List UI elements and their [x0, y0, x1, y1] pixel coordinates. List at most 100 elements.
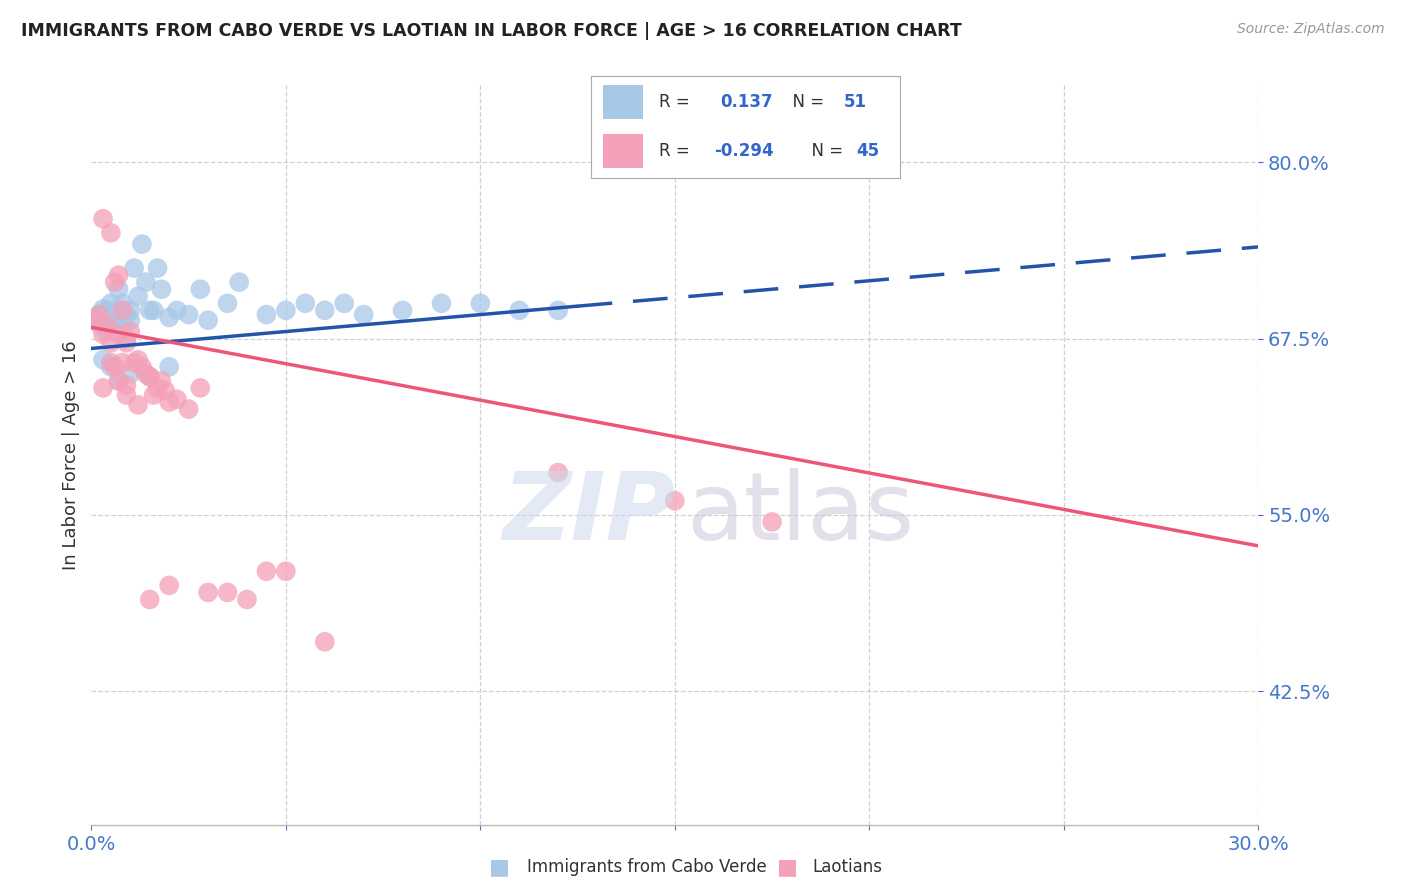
- Point: [84, 313, 107, 327]
- Point: [274, 564, 297, 578]
- Point: [547, 466, 569, 480]
- Point: [135, 275, 157, 289]
- Point: [115, 335, 138, 350]
- Point: [96, 318, 118, 332]
- Point: [107, 305, 129, 319]
- Text: ■: ■: [489, 857, 509, 877]
- Point: [91, 301, 114, 316]
- Point: [104, 359, 127, 374]
- Text: Source: ZipAtlas.com: Source: ZipAtlas.com: [1237, 22, 1385, 37]
- Point: [100, 316, 122, 330]
- Point: [188, 381, 211, 395]
- Point: [333, 296, 356, 310]
- Text: N =: N =: [782, 93, 830, 111]
- Text: R =: R =: [658, 142, 695, 161]
- Point: [91, 352, 114, 367]
- Point: [146, 381, 169, 395]
- Point: [157, 359, 180, 374]
- Point: [217, 296, 239, 310]
- Point: [150, 282, 173, 296]
- Point: [107, 327, 129, 342]
- Point: [91, 327, 114, 342]
- Point: [157, 395, 180, 409]
- Point: [111, 296, 134, 310]
- Point: [177, 308, 200, 322]
- Point: [188, 282, 211, 296]
- Point: [177, 402, 200, 417]
- Point: [157, 578, 180, 592]
- Point: [138, 369, 162, 384]
- Point: [111, 303, 134, 318]
- Text: ZIP: ZIP: [502, 468, 675, 560]
- Point: [100, 296, 122, 310]
- Point: [120, 313, 142, 327]
- Point: [228, 275, 250, 289]
- Point: [107, 282, 129, 296]
- Point: [111, 355, 134, 369]
- Point: [100, 335, 122, 350]
- Point: [761, 515, 783, 529]
- Point: [131, 359, 153, 374]
- Point: [107, 374, 129, 388]
- Point: [135, 367, 157, 381]
- Text: Immigrants from Cabo Verde: Immigrants from Cabo Verde: [527, 858, 768, 876]
- Point: [115, 332, 138, 346]
- Point: [157, 310, 180, 325]
- Point: [120, 325, 142, 339]
- Point: [120, 303, 142, 318]
- Point: [274, 303, 297, 318]
- Point: [127, 289, 149, 303]
- Point: [166, 392, 188, 407]
- Bar: [603, 135, 643, 168]
- Text: atlas: atlas: [686, 468, 915, 560]
- Point: [131, 237, 153, 252]
- Point: [236, 592, 259, 607]
- Point: [84, 310, 107, 325]
- Point: [166, 303, 188, 318]
- Point: [111, 313, 134, 327]
- Text: -0.294: -0.294: [714, 142, 773, 161]
- Point: [146, 261, 169, 276]
- Point: [104, 313, 127, 327]
- Point: [197, 585, 219, 599]
- Point: [100, 355, 122, 369]
- Point: [96, 325, 118, 339]
- Point: [314, 303, 336, 318]
- Point: [150, 374, 173, 388]
- Point: [138, 592, 162, 607]
- Text: 51: 51: [844, 93, 868, 111]
- Point: [155, 384, 177, 398]
- Point: [115, 378, 138, 392]
- Point: [127, 352, 149, 367]
- Point: [470, 296, 492, 310]
- Point: [100, 226, 122, 240]
- Point: [89, 308, 111, 322]
- Text: R =: R =: [658, 93, 700, 111]
- Point: [430, 296, 453, 310]
- Point: [91, 381, 114, 395]
- Point: [353, 308, 375, 322]
- Point: [96, 303, 118, 318]
- Point: [256, 564, 278, 578]
- Point: [142, 388, 165, 402]
- Point: [294, 296, 316, 310]
- Point: [664, 493, 686, 508]
- Bar: [603, 85, 643, 119]
- Text: N =: N =: [801, 142, 848, 161]
- Text: ■: ■: [778, 857, 797, 877]
- Point: [107, 268, 129, 282]
- Point: [91, 211, 114, 226]
- Point: [508, 303, 530, 318]
- Point: [115, 388, 138, 402]
- Point: [314, 634, 336, 648]
- Point: [89, 308, 111, 322]
- Point: [89, 318, 111, 332]
- Point: [256, 308, 278, 322]
- Point: [217, 585, 239, 599]
- Point: [197, 313, 219, 327]
- Point: [142, 303, 165, 318]
- Text: 0.137: 0.137: [720, 93, 773, 111]
- Point: [120, 367, 142, 381]
- Point: [100, 359, 122, 374]
- Point: [122, 261, 145, 276]
